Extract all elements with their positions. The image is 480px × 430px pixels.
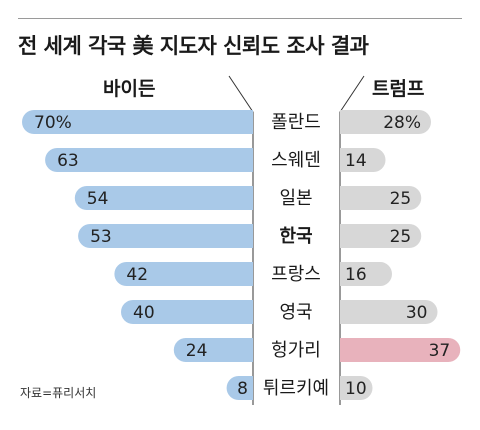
trump-bar-7 xyxy=(340,376,373,400)
trump-header: 트럼프 xyxy=(372,78,425,100)
trump-bar-4 xyxy=(340,262,392,286)
chart-title: 전 세계 각국 美 지도자 신뢰도 조사 결과 xyxy=(18,34,369,58)
biden-value-label-1: 63 xyxy=(57,151,79,171)
country-label-7: 튀르키예 xyxy=(263,378,329,399)
biden-bar-7 xyxy=(226,376,253,400)
country-label-5: 영국 xyxy=(279,302,312,323)
trump-value-label-5: 30 xyxy=(406,303,428,323)
trump-value-label-6: 37 xyxy=(429,341,451,361)
biden-value-label-0: 70% xyxy=(34,113,72,133)
biden-bar-3 xyxy=(78,224,253,248)
biden-value-label-7: 8 xyxy=(237,379,248,399)
biden-header: 바이든 xyxy=(103,78,156,100)
trump-bar-0 xyxy=(340,110,431,134)
biden-value-label-5: 40 xyxy=(133,303,155,323)
biden-bar-5 xyxy=(121,300,253,324)
biden-bar-0 xyxy=(22,110,253,134)
source-note: 자료=퓨리서치 xyxy=(20,386,97,400)
trump-bar-5 xyxy=(340,300,438,324)
biden-bar-1 xyxy=(45,148,253,172)
country-label-2: 일본 xyxy=(279,188,312,209)
country-label-6: 헝가리 xyxy=(271,340,321,361)
trump-bar-2 xyxy=(340,186,422,210)
biden-value-label-6: 24 xyxy=(186,341,208,361)
biden-bar-6 xyxy=(173,338,253,362)
trump-value-label-2: 25 xyxy=(390,189,412,209)
biden-value-label-4: 42 xyxy=(126,265,148,285)
biden-value-label-3: 53 xyxy=(90,227,112,247)
trump-value-label-1: 14 xyxy=(345,151,367,171)
trump-value-label-0: 28% xyxy=(383,113,421,133)
country-label-1: 스웨덴 xyxy=(271,150,321,171)
trump-bar-1 xyxy=(340,148,386,172)
trump-bar-3 xyxy=(340,224,422,248)
trump-value-label-7: 10 xyxy=(345,379,367,399)
trump-value-label-4: 16 xyxy=(345,265,367,285)
biden-bar-4 xyxy=(114,262,253,286)
country-label-3: 한국 xyxy=(279,226,312,247)
country-label-0: 폴란드 xyxy=(271,112,321,133)
country-label-4: 프랑스 xyxy=(271,264,321,285)
trump-bar-6 xyxy=(340,338,461,362)
biden-value-label-2: 54 xyxy=(87,189,109,209)
top-rule xyxy=(18,18,462,19)
trump-value-label-3: 25 xyxy=(390,227,412,247)
biden-bar-2 xyxy=(74,186,253,210)
